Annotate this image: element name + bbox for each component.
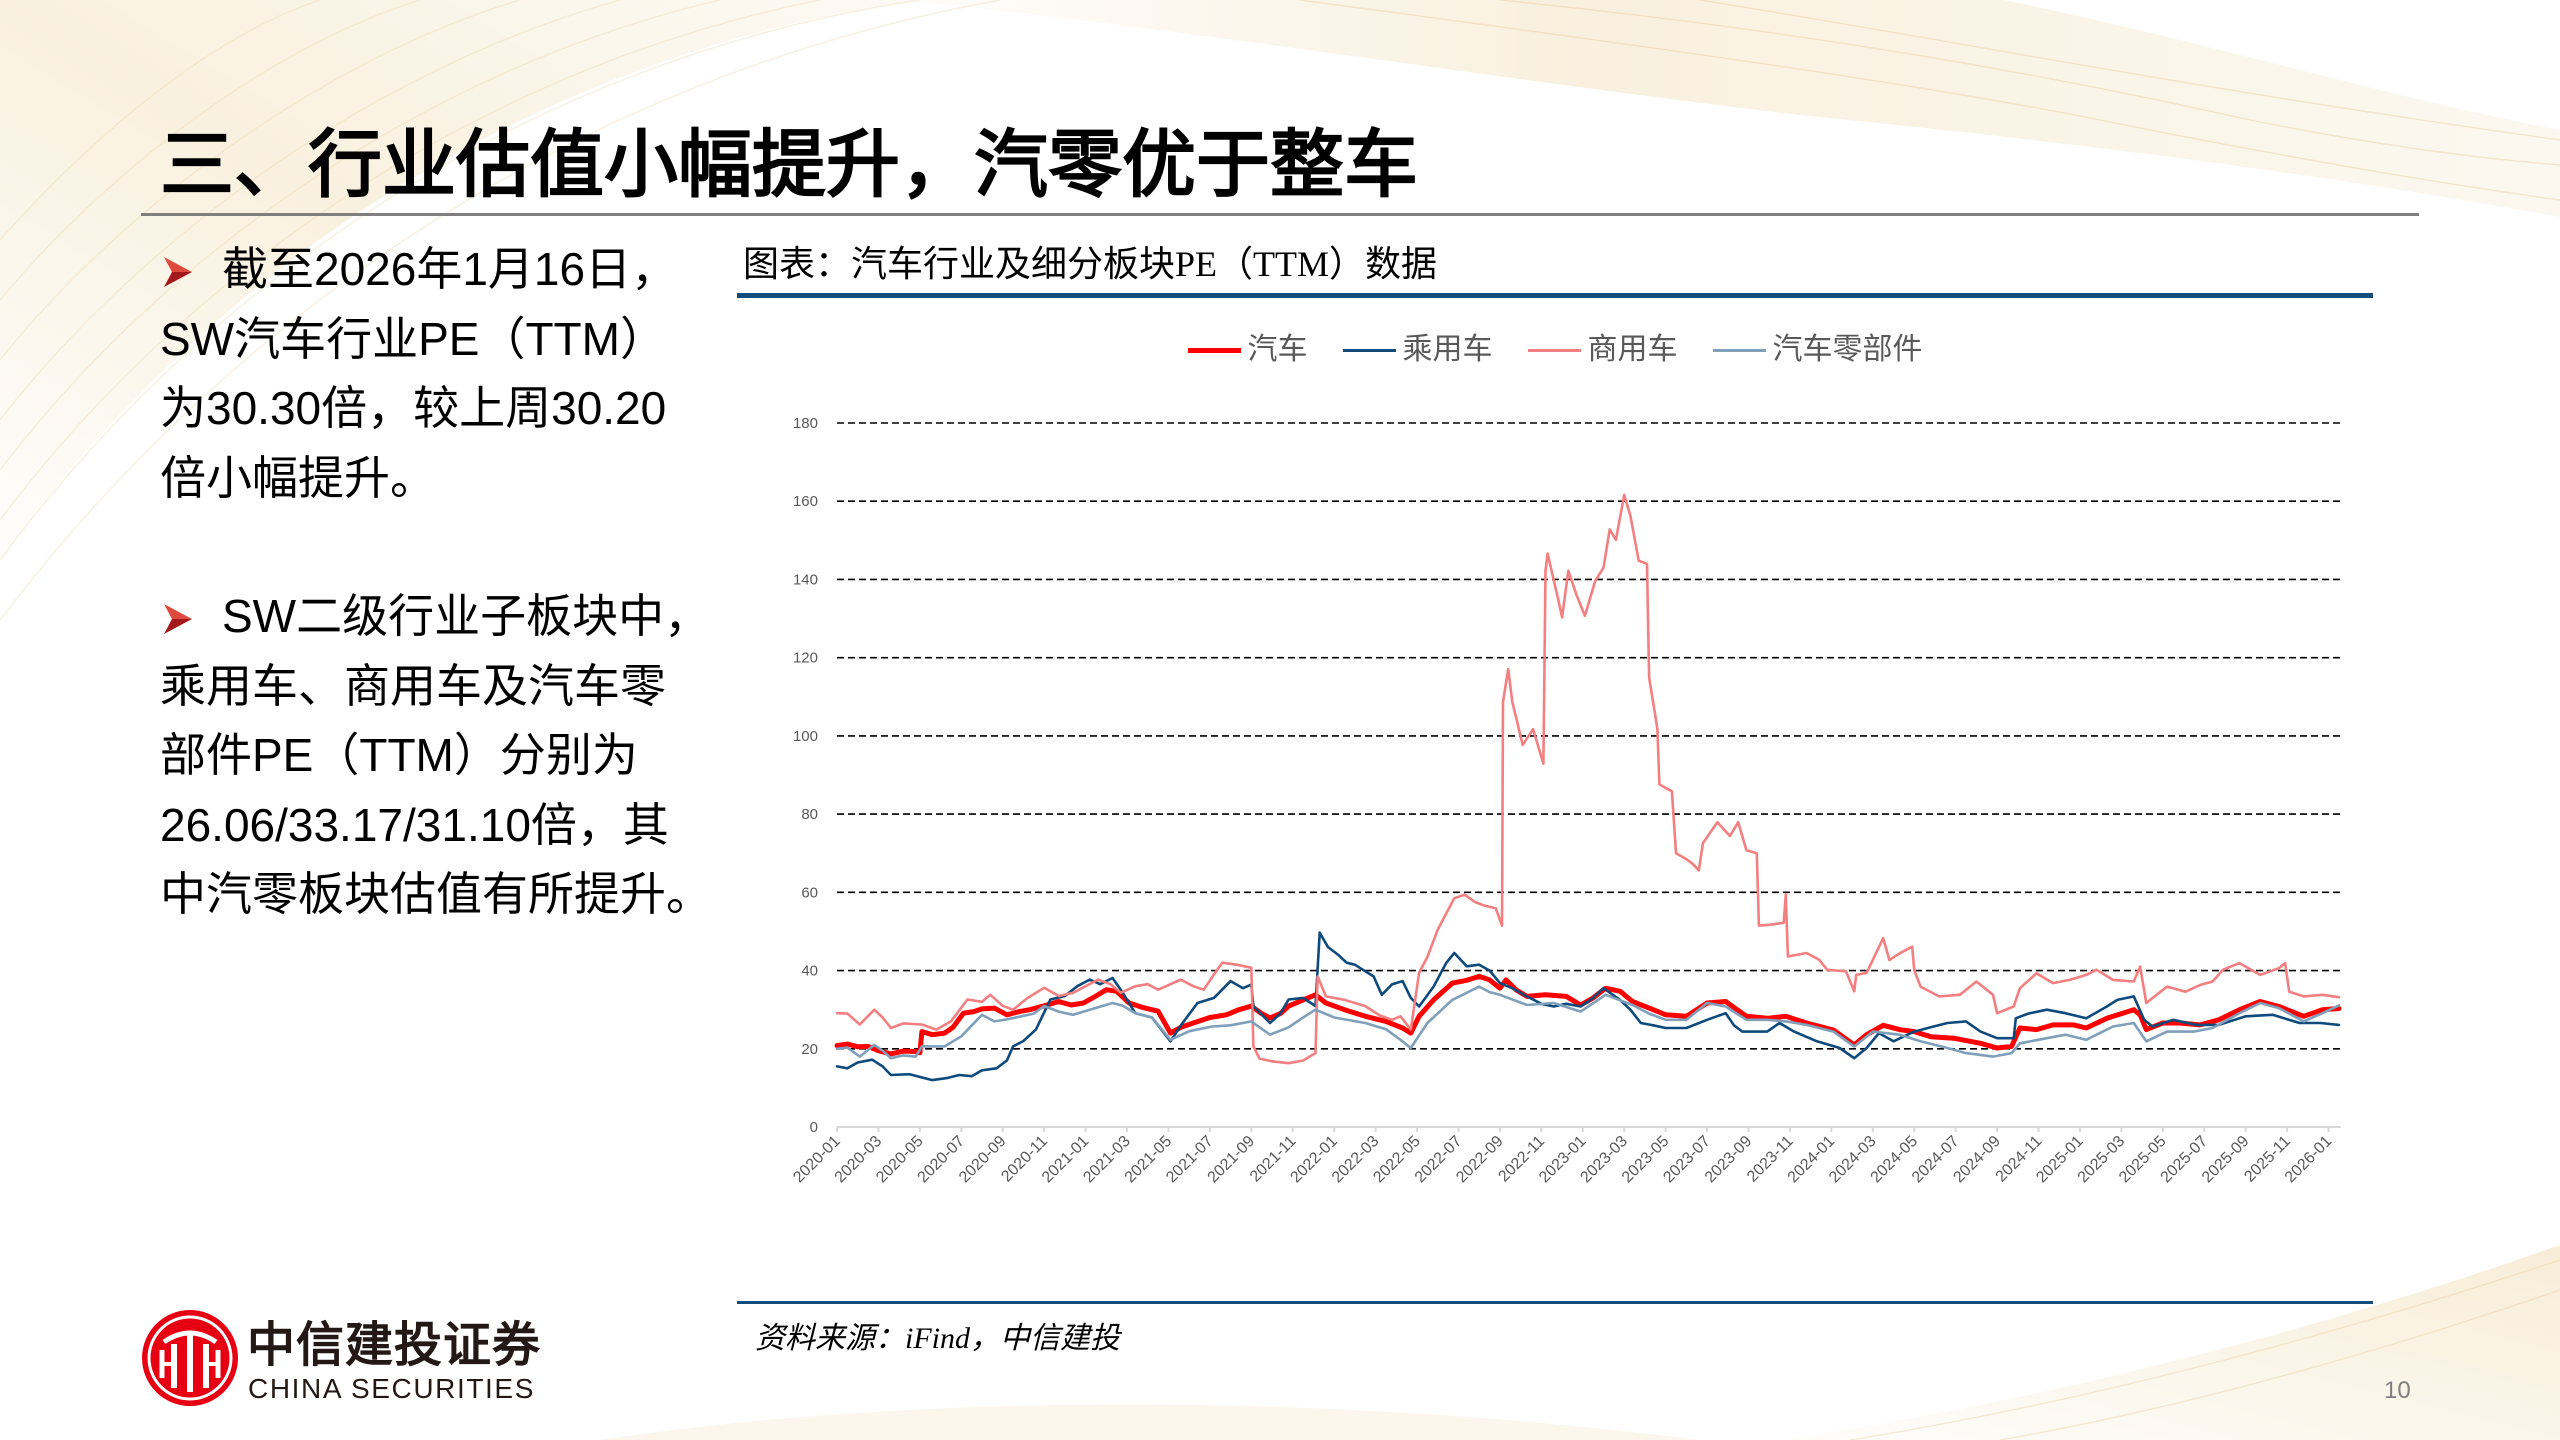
y-axis-tick-label: 80 (801, 806, 818, 823)
legend-swatch-auto-parts (1712, 348, 1766, 352)
legend-label: 汽车 (1247, 333, 1308, 366)
series-line-3 (835, 985, 2341, 1060)
legend-swatch-commercial-vehicle (1527, 348, 1581, 352)
y-axis-tick-label: 100 (793, 728, 818, 745)
legend-item-commercial-vehicle: 商用车 (1527, 332, 1678, 368)
summary-text: 截至2026年1月16日， SW汽车行业PE（TTM） 为30.30倍，较上周3… (160, 235, 760, 999)
summary-paragraph-2: SW二级行业子板块中， 乘用车、商用车及汽车零 部件PE（TTM）分别为 26.… (160, 582, 760, 930)
y-axis-tick-label: 160 (793, 493, 818, 510)
legend-label: 汽车零部件 (1772, 333, 1923, 366)
legend-item-auto: 汽车 (1187, 332, 1308, 368)
title-divider (141, 213, 2419, 216)
legend-swatch-passenger-vehicle (1342, 348, 1396, 352)
legend-item-auto-parts: 汽车零部件 (1712, 332, 1923, 368)
summary-line: SW二级行业子板块中， (160, 582, 760, 652)
summary-line: SW汽车行业PE（TTM） (160, 312, 666, 365)
chart-source-note: 资料来源：iFind，中信建投 (755, 1322, 1120, 1355)
y-axis-tick-label: 120 (793, 650, 818, 667)
series-line-2 (835, 493, 2341, 1065)
summary-line: 部件PE（TTM）分别为 (160, 729, 638, 781)
y-axis-tick-label: 140 (793, 571, 818, 588)
red-arrowhead-bullet-icon (164, 604, 192, 634)
chart-series (834, 493, 2342, 1082)
summary-line: 26.06/33.17/31.10倍，其 (160, 798, 669, 851)
chart-legend: 汽车 乘用车 商用车 汽车零部件 (737, 331, 2373, 369)
company-logo: 中信建投证券 CHINA SECURITIES (140, 1308, 560, 1408)
summary-line: 中汽零板块估值有所提升。 (160, 868, 712, 920)
logo-english-name: CHINA SECURITIES (248, 1373, 535, 1404)
y-axis-tick-label: 180 (793, 415, 818, 432)
y-axis-tick-label: 20 (801, 1041, 818, 1058)
summary-paragraph-1: 截至2026年1月16日， SW汽车行业PE（TTM） 为30.30倍，较上周3… (160, 235, 760, 513)
chart-title: 图表：汽车行业及细分板块PE（TTM）数据 (743, 244, 1438, 284)
red-arrowhead-bullet-icon (164, 257, 192, 287)
y-axis-tick-label: 40 (801, 963, 818, 980)
summary-line: 倍小幅提升。 (160, 451, 436, 504)
chart-axes: 0204060801001201401601802020-012020-0320… (790, 415, 2341, 1186)
page-number: 10 (2384, 1377, 2411, 1404)
legend-swatch-auto (1187, 347, 1241, 353)
legend-label: 乘用车 (1402, 333, 1493, 366)
logo-chinese-name: 中信建投证券 (247, 1317, 542, 1373)
summary-line-text: 截至2026年1月16日， (222, 243, 678, 295)
y-axis-tick-label: 60 (801, 884, 818, 901)
chart-bottom-divider (737, 1301, 2373, 1304)
chart-title-divider (737, 293, 2373, 298)
summary-line-text: SW二级行业子板块中， (222, 590, 711, 642)
slide-title: 三、行业估值小幅提升，汽零优于整车 (160, 122, 1418, 208)
summary-line: 乘用车、商用车及汽车零 (160, 659, 666, 712)
legend-label: 商用车 (1587, 333, 1678, 366)
series-line-0 (834, 973, 2342, 1057)
y-axis-tick-label: 0 (810, 1119, 818, 1136)
summary-line: 截至2026年1月16日， (160, 235, 760, 305)
legend-item-passenger-vehicle: 乘用车 (1342, 332, 1493, 368)
citic-logo-icon (142, 1310, 238, 1406)
pe-line-chart: 0204060801001201401601802020-012020-0320… (790, 415, 2342, 1186)
summary-line: 为30.30倍，较上周30.20 (160, 382, 667, 434)
chart-gridlines (837, 422, 2341, 1050)
